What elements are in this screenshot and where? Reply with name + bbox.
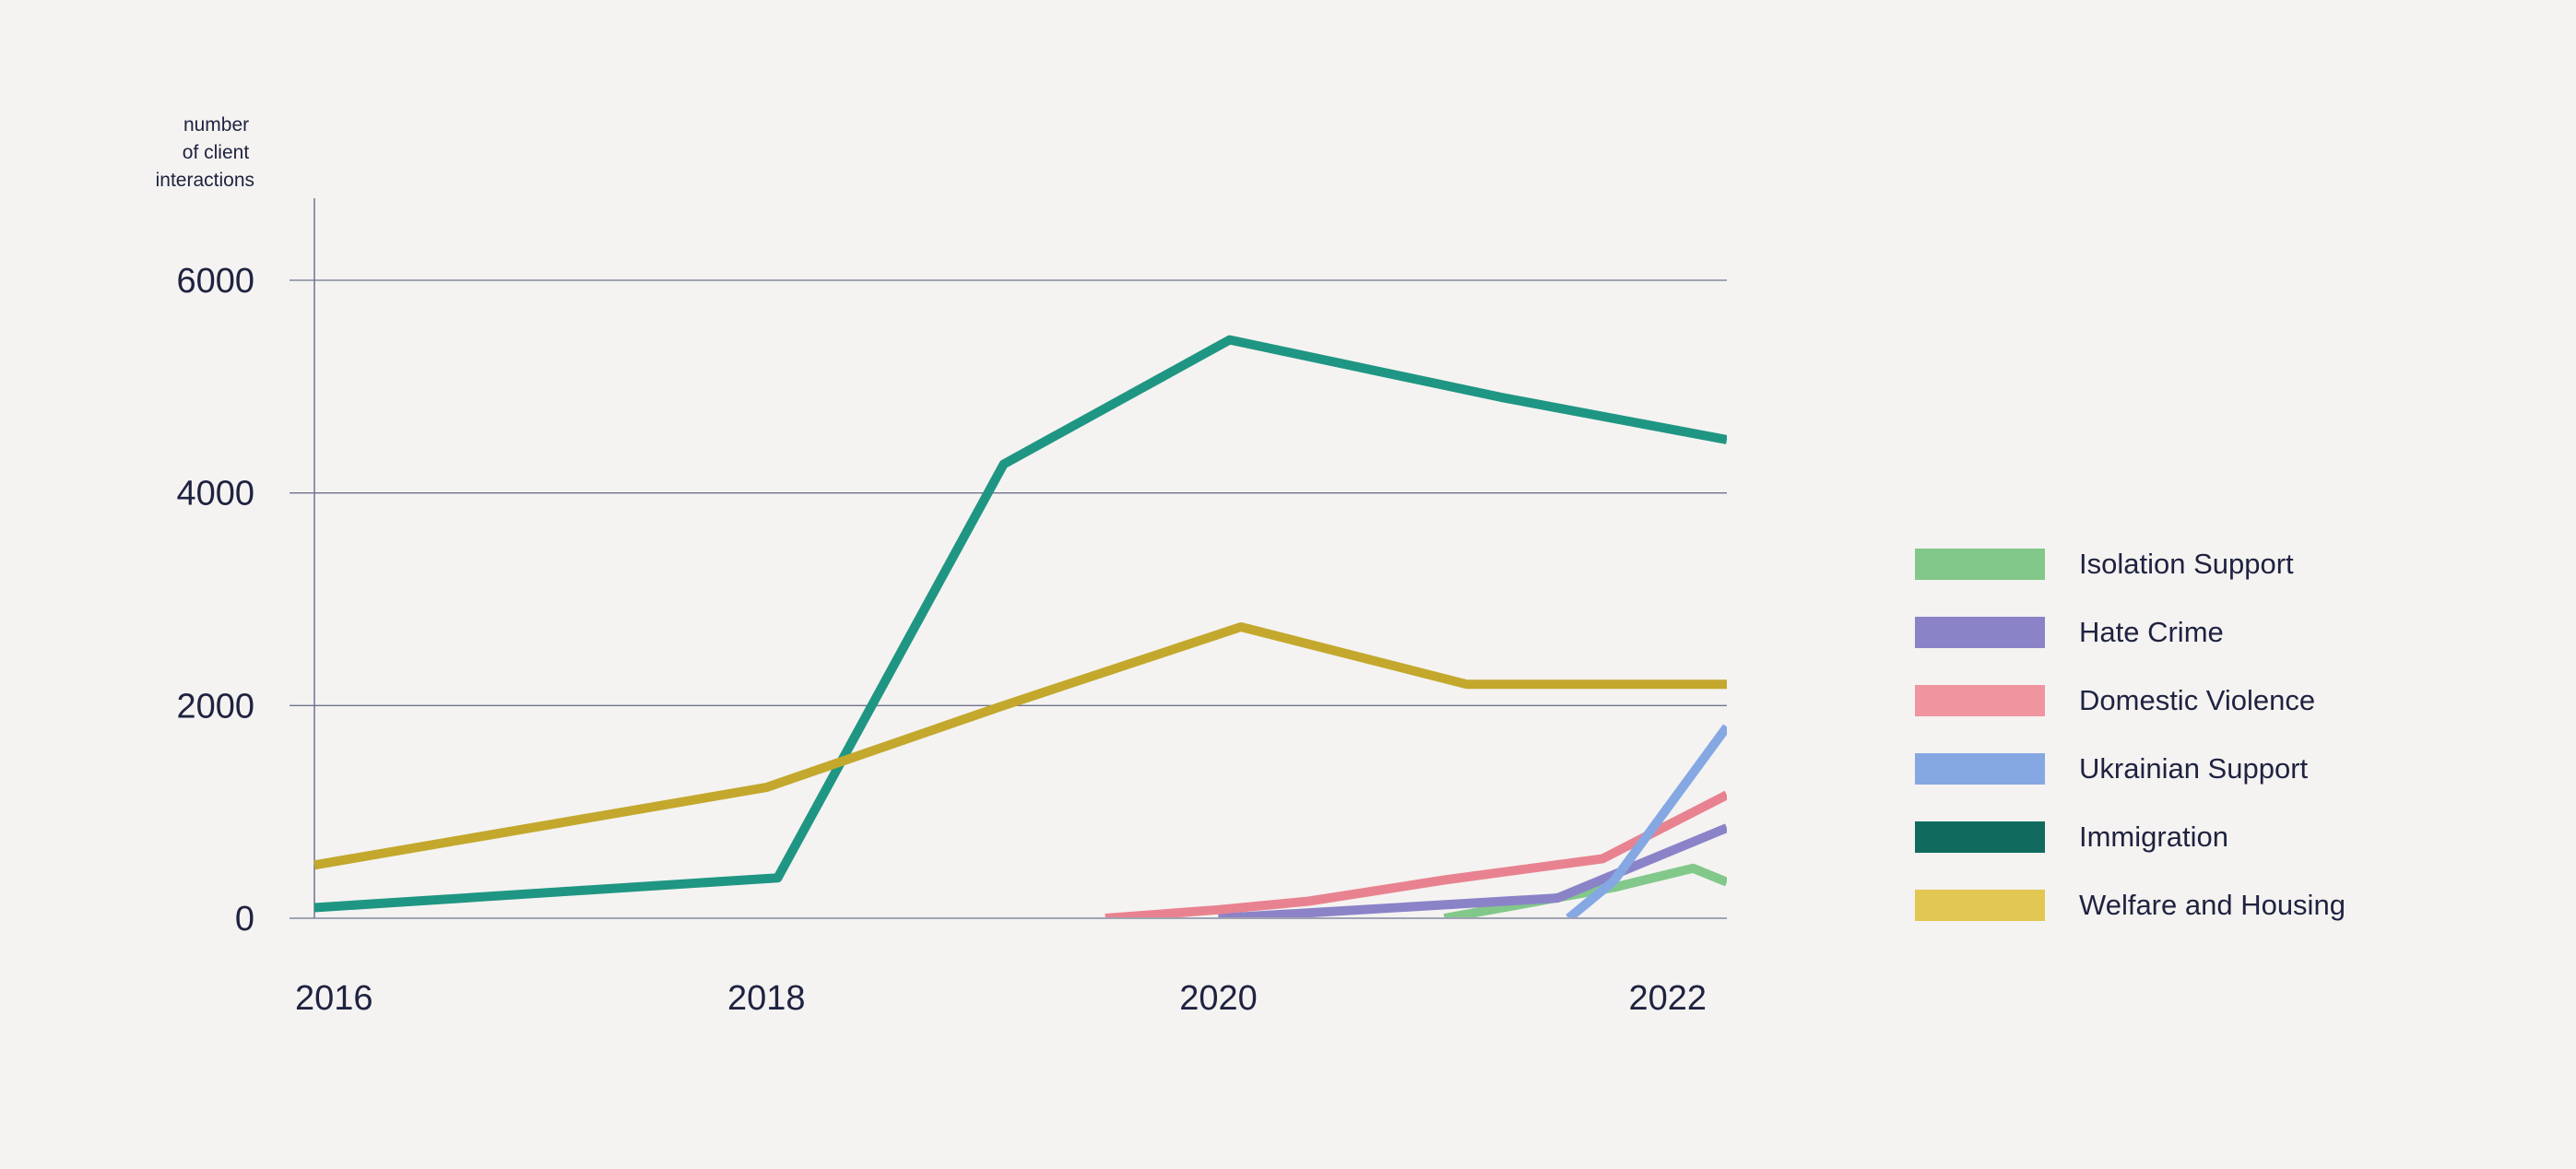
y-axis-label-line-3: interactions [156, 170, 254, 191]
series-line-welfare-and-housing [313, 622, 1727, 870]
series-line-hate-crime [1218, 823, 1727, 917]
legend-label: Immigration [2079, 821, 2228, 853]
x-tick-label: 2016 [295, 979, 373, 1018]
y-tick-label: 0 [235, 900, 254, 939]
gridlines [290, 279, 1727, 919]
legend: Isolation Support Hate Crime Domestic Viol… [1915, 548, 2346, 921]
series-line-domestic-violence [1105, 790, 1727, 917]
x-tick-label: 2022 [1628, 979, 1707, 1018]
legend-label: Welfare and Housing [2079, 889, 2346, 921]
legend-swatch [1915, 549, 2045, 580]
series-line-immigration [313, 335, 1727, 913]
legend-label: Ukrainian Support [2079, 752, 2309, 785]
y-axis-label-line-2: of client [183, 142, 250, 163]
y-tick-label: 2000 [176, 687, 254, 726]
legend-label: Hate Crime [2079, 616, 2224, 648]
y-axis-ticks: 0 2000 4000 6000 [176, 262, 254, 939]
y-axis-label-line-1: number [183, 114, 249, 136]
series-line-ukrainian-support [1566, 724, 1727, 917]
x-tick-label: 2018 [727, 979, 806, 1018]
x-tick-label: 2020 [1179, 979, 1258, 1018]
legend-swatch [1915, 821, 2045, 853]
y-tick-label: 6000 [176, 262, 254, 301]
y-tick-label: 4000 [176, 475, 254, 514]
legend-swatch [1915, 685, 2045, 716]
legend-swatch [1915, 617, 2045, 648]
legend-swatch [1915, 753, 2045, 785]
x-axis-ticks: 2016 2018 2020 2022 [295, 979, 1707, 1018]
svg-text:number of client inter: number of client interactions [156, 114, 254, 191]
series-lines [313, 335, 1727, 917]
legend-swatch [1915, 890, 2045, 921]
legend-label: Isolation Support [2079, 548, 2294, 580]
legend-label: Domestic Violence [2079, 684, 2315, 716]
